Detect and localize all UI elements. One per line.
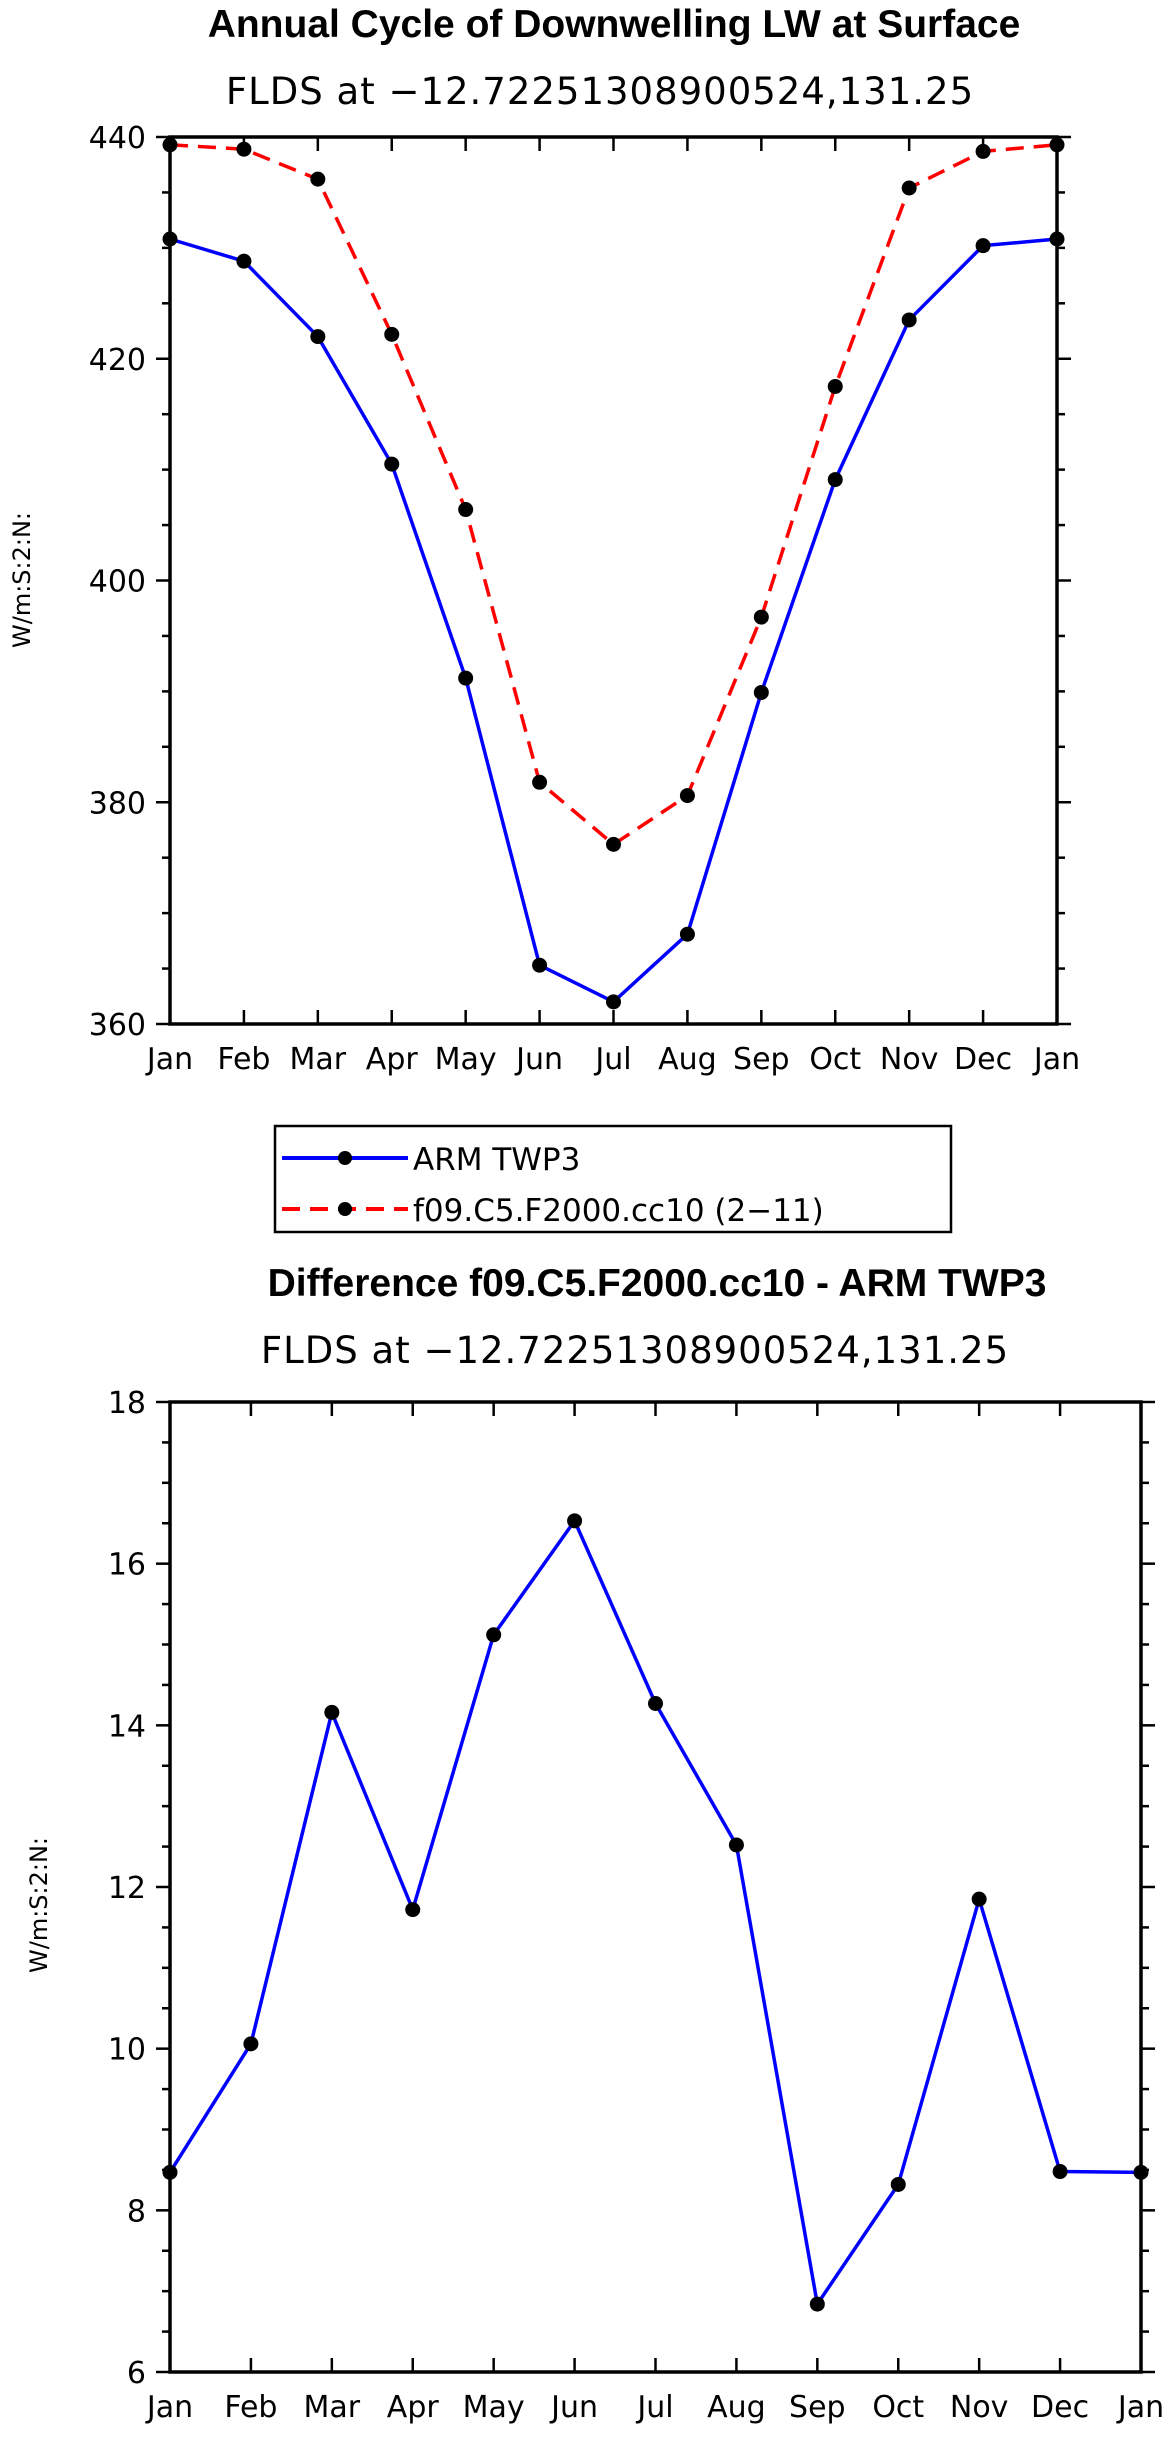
chart2-y-axis-label: W/m:S:2:N: <box>25 1837 53 1973</box>
chart1-x-tick-label: Apr <box>366 1042 419 1077</box>
chart1-series-arm-twp3-point <box>1049 231 1065 247</box>
chart1-x-tick-label: Jun <box>514 1042 563 1077</box>
chart2-x-tick-label: Sep <box>789 2390 846 2425</box>
chart1-series-arm-twp3-point <box>827 472 843 488</box>
chart2-series-difference-point <box>162 2164 178 2180</box>
chart2-series-difference-point <box>1133 2164 1149 2180</box>
legend-model-marker <box>338 1202 352 1216</box>
chart1-subtitle: FLDS at −12.72251308900524,131.25 <box>226 70 974 113</box>
chart2-y-tick-label: 16 <box>108 1548 146 1583</box>
chart1-series-f09-c5-f2000-cc10-2-11-point <box>1049 137 1065 153</box>
chart1-x-tick-label: Feb <box>217 1042 270 1077</box>
chart1-title: Annual Cycle of Downwelling LW at Surfac… <box>208 3 1021 46</box>
chart1-x-tick-label: Aug <box>658 1042 717 1077</box>
legend-arm-marker <box>338 1151 352 1165</box>
chart1-series-arm-twp3-point <box>310 329 326 345</box>
chart2-series-difference-point <box>324 1704 340 1720</box>
chart2-y-tick-label: 10 <box>108 2033 146 2068</box>
chart1-x-tick-label: Sep <box>733 1042 790 1077</box>
chart2-y-tick-label: 14 <box>108 1709 146 1744</box>
chart2-subtitle: FLDS at −12.72251308900524,131.25 <box>261 1329 1009 1372</box>
chart1-x-tick-label: May <box>435 1042 497 1077</box>
chart2-series-difference-point <box>486 1627 502 1643</box>
chart2-series-difference-point <box>405 1902 421 1918</box>
chart1-series-arm-twp3-point <box>901 312 917 328</box>
chart2-series-difference-point <box>809 2296 825 2312</box>
legend-arm-label: ARM TWP3 <box>413 1142 580 1178</box>
chart1-series-arm-twp3-line <box>169 237 1058 1004</box>
chart2-series-difference-line <box>168 1519 1142 2306</box>
chart1-y-tick-label: 420 <box>89 343 146 378</box>
chart1-series-f09-c5-f2000-cc10-2-11-point <box>606 836 621 852</box>
chart2-y-tick-label: 8 <box>127 2194 146 2229</box>
legend-model-label: f09.C5.F2000.cc10 (2−11) <box>413 1193 824 1229</box>
chart1-legend: ARM TWP3 f09.C5.F2000.cc10 (2−11) <box>273 1124 953 1234</box>
chart1-series-arm-twp3-point <box>162 231 178 247</box>
chart1-y-tick-label: 400 <box>89 565 146 600</box>
chart2-x-tick-label: May <box>463 2390 525 2425</box>
chart1-x-tick-label: Mar <box>290 1042 347 1077</box>
chart1-series-arm-twp3-point <box>236 253 252 269</box>
chart1-x-tick-label: Jul <box>593 1042 631 1077</box>
chart2-y-tick-label: 12 <box>108 1871 146 1906</box>
chart2-frame <box>168 1400 1143 2374</box>
chart1-x-tick-label: Jan <box>1032 1042 1080 1077</box>
chart2-y-tick-label: 18 <box>108 1386 146 1421</box>
chart2-title: Difference f09.C5.F2000.cc10 - ARM TWP3 <box>268 1262 1047 1305</box>
chart2-x-tick-label: Jun <box>549 2390 598 2425</box>
chart1-series-f09-c5-f2000-cc10-2-11-point <box>458 502 474 518</box>
chart1-series-f09-c5-f2000-cc10-2-11-point <box>384 326 400 342</box>
chart1-series-f09-c5-f2000-cc10-2-11-point <box>901 180 917 196</box>
chart1-series-f09-c5-f2000-cc10-2-11-point <box>827 378 843 394</box>
chart1-series-f09-c5-f2000-cc10-2-11-point <box>753 609 769 625</box>
chart2-x-tick-label: Jan <box>145 2390 193 2425</box>
chart2-x-tick-label: Feb <box>224 2390 277 2425</box>
chart1-series-arm-twp3-point <box>532 957 548 973</box>
chart1-series-f09-c5-f2000-cc10-2-11-point <box>236 141 252 157</box>
chart1-series-f09-c5-f2000-cc10-2-11-point <box>310 171 326 187</box>
chart1-series-arm-twp3-point <box>384 456 400 472</box>
chart1-series-arm-twp3-point <box>679 926 695 942</box>
chart1-x-tick-label: Oct <box>809 1042 861 1077</box>
chart1-x-tick-label: Dec <box>954 1042 1012 1077</box>
chart1-frame <box>168 135 1059 1026</box>
chart1-y-tick-label: 380 <box>89 786 146 821</box>
chart1-series-arm-twp3-point <box>753 684 769 700</box>
chart1-y-tick-label: 360 <box>89 1008 146 1043</box>
chart2-plot-area: Jan Feb Mar Apr May Jun Jul Aug Sep Oct Nov Dec Jan6… <box>108 1386 1164 2425</box>
chart2-x-tick-label: Dec <box>1031 2390 1089 2425</box>
chart2-series-difference-point <box>1052 2164 1068 2180</box>
chart1-y-axis-label: W/m:S:2:N: <box>8 512 36 648</box>
chart2-x-tick-label: Jul <box>635 2390 673 2425</box>
chart2-series-difference-point <box>648 1696 663 1712</box>
chart1-y-tick-label: 440 <box>89 121 146 156</box>
chart1-series-f09-c5-f2000-cc10-2-11-point <box>975 143 991 159</box>
chart1-series-f09-c5-f2000-cc10-2-11-point <box>162 137 178 153</box>
chart1-series-arm-twp3-point <box>458 670 474 686</box>
chart2-y-tick-label: 6 <box>127 2356 146 2391</box>
chart1-series-arm-twp3-point <box>975 238 991 254</box>
chart1-series-arm-twp3-point <box>606 994 621 1010</box>
chart1-x-tick-label: Jan <box>145 1042 193 1077</box>
chart2-x-tick-label: Apr <box>387 2390 440 2425</box>
chart2-series-difference-point <box>971 1891 987 1907</box>
chart2-x-tick-label: Mar <box>304 2390 361 2425</box>
chart2-x-tick-label: Nov <box>950 2390 1009 2425</box>
chart2-series-difference-point <box>890 2176 906 2192</box>
chart2-x-tick-label: Jan <box>1116 2390 1164 2425</box>
chart2-series-difference-point <box>243 2036 259 2052</box>
chart1-x-tick-label: Nov <box>880 1042 939 1077</box>
chart2-series-difference-point <box>567 1513 583 1529</box>
chart1-plot-area: Jan Feb Mar Apr May Jun Jul Aug Sep Oct Nov Dec Jan3… <box>89 121 1080 1077</box>
chart1-series-f09-c5-f2000-cc10-2-11-point <box>532 774 548 790</box>
chart2-x-tick-label: Oct <box>872 2390 924 2425</box>
chart2-series-difference-point <box>728 1837 744 1853</box>
chart1-series-f09-c5-f2000-cc10-2-11-point <box>679 788 695 804</box>
chart1-series-f09-c5-f2000-cc10-2-11-line <box>169 143 1058 847</box>
chart2-x-tick-label: Aug <box>707 2390 766 2425</box>
